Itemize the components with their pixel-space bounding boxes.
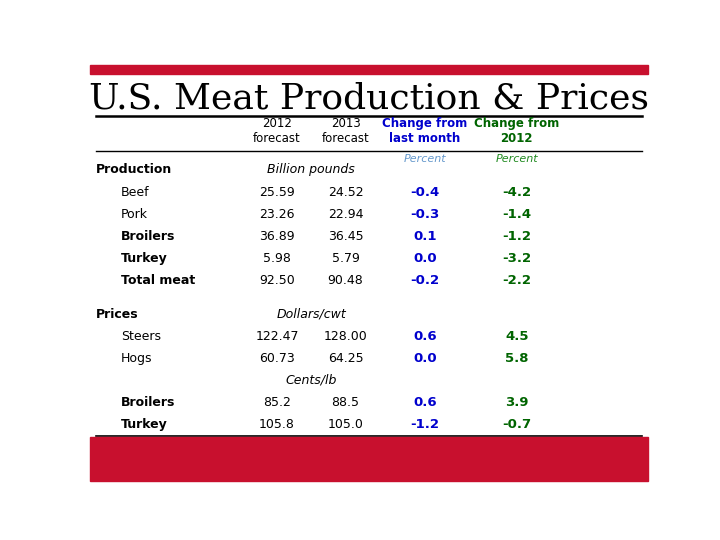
Text: Change from
2012: Change from 2012 (474, 117, 559, 145)
Text: -0.4: -0.4 (410, 186, 439, 199)
Text: Beef: Beef (121, 186, 149, 199)
Text: 90.48: 90.48 (328, 274, 364, 287)
Text: Ag Decision Maker: Ag Decision Maker (455, 461, 631, 477)
Text: 105.0: 105.0 (328, 418, 364, 431)
Text: 5.8: 5.8 (505, 352, 528, 365)
Text: Broilers: Broilers (121, 230, 175, 242)
Text: 0.0: 0.0 (413, 252, 436, 265)
Text: 25.59: 25.59 (259, 186, 294, 199)
Text: 2013
forecast: 2013 forecast (322, 117, 369, 145)
Text: 64.25: 64.25 (328, 352, 364, 365)
Text: -0.7: -0.7 (503, 418, 531, 431)
Text: 5.79: 5.79 (332, 252, 359, 265)
Text: 105.8: 105.8 (259, 418, 295, 431)
Bar (90, 65, 648, 74)
Text: -1.2: -1.2 (410, 418, 439, 431)
Text: 128.00: 128.00 (324, 330, 367, 343)
Text: 85.2: 85.2 (263, 396, 291, 409)
Text: -2.2: -2.2 (503, 274, 531, 287)
Text: 60.73: 60.73 (259, 352, 294, 365)
Text: Prices: Prices (96, 308, 138, 321)
Text: Turkey: Turkey (121, 418, 168, 431)
Text: 122.47: 122.47 (255, 330, 299, 343)
Text: Percent: Percent (403, 154, 446, 164)
Text: -4.2: -4.2 (503, 186, 531, 199)
Text: 3.9: 3.9 (505, 396, 528, 409)
Text: -0.3: -0.3 (410, 207, 439, 220)
Text: 5.98: 5.98 (263, 252, 291, 265)
Text: Hogs: Hogs (121, 352, 152, 365)
Text: Change from
last month: Change from last month (382, 117, 467, 145)
Text: -3.2: -3.2 (503, 252, 531, 265)
Text: Production: Production (96, 164, 172, 177)
Text: Iowa State University: Iowa State University (101, 441, 325, 459)
Text: Turkey: Turkey (121, 252, 168, 265)
Text: Source: USDA-WAOB: Source: USDA-WAOB (487, 444, 631, 457)
Text: 4.5: 4.5 (505, 330, 528, 343)
Text: 88.5: 88.5 (332, 396, 359, 409)
Text: -1.4: -1.4 (503, 207, 531, 220)
Text: 36.45: 36.45 (328, 230, 364, 242)
Text: Dollars/cwt: Dollars/cwt (276, 308, 346, 321)
Text: 0.6: 0.6 (413, 396, 436, 409)
Text: 2012
forecast: 2012 forecast (253, 117, 301, 145)
Text: Total meat: Total meat (121, 274, 195, 287)
Text: 0.6: 0.6 (413, 330, 436, 343)
Text: -1.2: -1.2 (503, 230, 531, 242)
Bar (90, 437, 648, 481)
Text: Broilers: Broilers (121, 396, 175, 409)
Text: Percent: Percent (495, 154, 538, 164)
Text: 22.94: 22.94 (328, 207, 364, 220)
Text: 92.50: 92.50 (259, 274, 294, 287)
Text: Cents/lb: Cents/lb (286, 374, 337, 387)
Text: Pork: Pork (121, 207, 148, 220)
Text: 24.52: 24.52 (328, 186, 364, 199)
Text: 36.89: 36.89 (259, 230, 294, 242)
Text: -0.2: -0.2 (410, 274, 439, 287)
Text: Billion pounds: Billion pounds (267, 164, 355, 177)
Text: Extension and Outreach/Department of Economics: Extension and Outreach/Department of Eco… (101, 463, 366, 473)
Text: U.S. Meat Production & Prices: U.S. Meat Production & Prices (89, 81, 649, 115)
Text: 23.26: 23.26 (259, 207, 294, 220)
Text: 0.0: 0.0 (413, 352, 436, 365)
Text: 0.1: 0.1 (413, 230, 436, 242)
Text: Steers: Steers (121, 330, 161, 343)
